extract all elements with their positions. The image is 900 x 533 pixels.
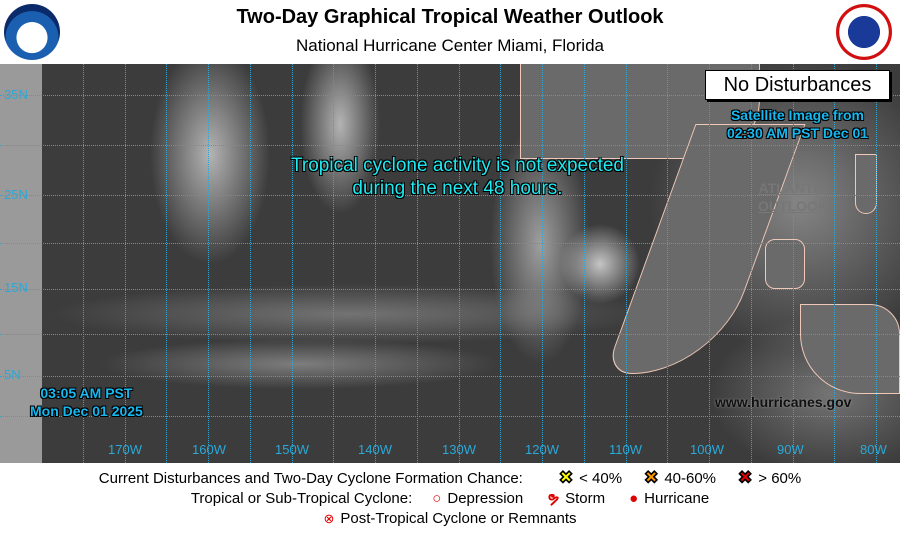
- x-high-icon: ✖: [738, 468, 753, 488]
- grid-line: [83, 64, 84, 463]
- lon-label: 120W: [525, 442, 559, 457]
- grid-line: [0, 376, 900, 377]
- legend-medium: 40-60%: [664, 469, 717, 487]
- lon-label: 130W: [442, 442, 476, 457]
- lat-label: 15N: [4, 280, 28, 295]
- message-line: Tropical cyclone activity is not expecte…: [290, 155, 624, 176]
- satellite-map: 35N 25N 15N 5N 170W 160W 150W 140W 130W …: [0, 64, 900, 463]
- grid-line: [0, 95, 900, 96]
- grid-line: [793, 64, 794, 463]
- outlook-message: Tropical cyclone activity is not expecte…: [200, 154, 715, 200]
- lon-label: 100W: [690, 442, 724, 457]
- land-central-america: [800, 304, 900, 394]
- page-subtitle: National Hurricane Center Miami, Florida: [295, 36, 604, 55]
- grid-line: [250, 64, 251, 463]
- time-line: Mon Dec 01 2025: [30, 403, 143, 419]
- lon-label: 160W: [192, 442, 226, 457]
- grid-line: [417, 64, 418, 463]
- legend-high: > 60%: [758, 469, 802, 487]
- depression-icon: ○: [432, 489, 442, 507]
- land-yucatan: [765, 239, 805, 289]
- grid-line: [0, 289, 900, 290]
- grid-line: [0, 195, 900, 196]
- noaa-logo: [4, 4, 60, 60]
- grid-line: [0, 416, 900, 417]
- grid-line: [876, 64, 877, 463]
- land-florida: [855, 154, 877, 214]
- grid-line: [0, 145, 900, 146]
- satellite-line: 02:30 AM PST Dec 01: [726, 125, 869, 141]
- lat-label: 25N: [4, 187, 28, 202]
- lon-label: 110W: [609, 442, 642, 457]
- legend-label: Current Disturbances and Two-Day Cyclone…: [98, 469, 523, 487]
- grid-line: [542, 64, 543, 463]
- grid-line: [626, 64, 627, 463]
- grid-line: [166, 64, 167, 463]
- legend-low: < 40%: [579, 469, 623, 487]
- grid-line: [0, 243, 900, 244]
- legend-row-cyclones: Tropical or Sub-Tropical Cyclone: ○ Depre…: [0, 489, 900, 508]
- post-tropical-icon: ⊗: [323, 510, 335, 526]
- lon-label: 140W: [358, 442, 392, 457]
- issue-time: 03:05 AM PST Mon Dec 01 2025: [30, 384, 143, 420]
- grid-line: [375, 64, 376, 463]
- satellite-line: Satellite Image from: [730, 107, 865, 123]
- nws-logo: [836, 4, 892, 60]
- storm-icon: ຯ: [547, 490, 560, 507]
- atlantic-line[interactable]: ATLANTIC: [758, 180, 828, 196]
- grid-line: [0, 334, 900, 335]
- lat-label: 5N: [4, 367, 21, 382]
- grid-line: [500, 64, 501, 463]
- x-medium-icon: ✖: [644, 468, 659, 488]
- hurricane-icon: ●: [629, 489, 639, 507]
- lat-label: 35N: [4, 87, 28, 102]
- lon-label: 80W: [860, 442, 887, 457]
- grid-line: [667, 64, 668, 463]
- legend-storm: Storm: [565, 489, 606, 507]
- time-line: 03:05 AM PST: [40, 385, 133, 401]
- grid-line: [584, 64, 585, 463]
- missing-data-strip: [0, 64, 42, 463]
- atlantic-outlook-link[interactable]: ATLANTIC OUTLOOK: [758, 179, 828, 215]
- lon-label: 170W: [108, 442, 142, 457]
- legend-label: Tropical or Sub-Tropical Cyclone:: [190, 489, 413, 507]
- grid-line: [125, 64, 126, 463]
- legend-post-tropical: Post-Tropical Cyclone or Remnants: [340, 510, 577, 527]
- legend-hurricane: Hurricane: [644, 489, 710, 507]
- grid-line: [709, 64, 710, 463]
- x-low-icon: ✖: [558, 468, 574, 488]
- grid-line: [751, 64, 752, 463]
- website-label: www.hurricanes.gov: [715, 394, 852, 410]
- status-box: No Disturbances: [705, 70, 890, 100]
- grid-line: [292, 64, 293, 463]
- header: Two-Day Graphical Tropical Weather Outlo…: [0, 0, 900, 64]
- message-line: during the next 48 hours.: [352, 178, 563, 199]
- legend-depression: Depression: [447, 489, 524, 507]
- grid-line: [208, 64, 209, 463]
- legend-row-post-tropical: ⊗ Post-Tropical Cyclone or Remnants: [0, 510, 900, 527]
- grid-line: [333, 64, 334, 463]
- grid-line: [459, 64, 460, 463]
- satellite-time: Satellite Image from 02:30 AM PST Dec 01: [705, 106, 890, 142]
- atlantic-line[interactable]: OUTLOOK: [758, 198, 828, 214]
- legend-row-disturbances: Current Disturbances and Two-Day Cyclone…: [0, 468, 900, 488]
- page-title: Two-Day Graphical Tropical Weather Outlo…: [236, 6, 664, 28]
- lon-label: 150W: [275, 442, 309, 457]
- grid-line: [834, 64, 835, 463]
- lon-label: 90W: [777, 442, 804, 457]
